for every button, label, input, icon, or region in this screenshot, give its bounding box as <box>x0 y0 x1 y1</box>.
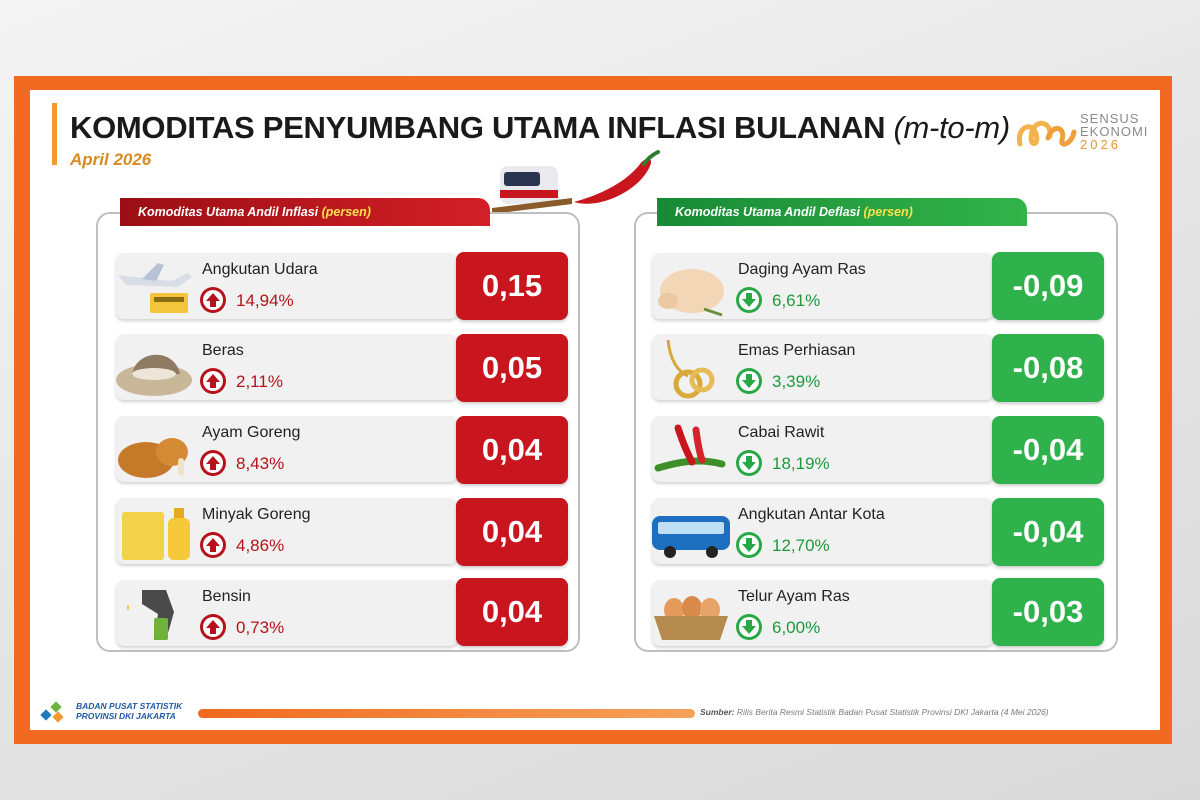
deflasi-tab-unit: (persen) <box>863 205 913 219</box>
bus-icon <box>652 516 730 558</box>
period-label: April 2026 <box>70 150 152 169</box>
commodity-name: Emas Perhiasan <box>738 342 856 359</box>
arrow-down-icon <box>736 532 762 558</box>
andil-value: -0,09 <box>992 252 1104 320</box>
deflasi-panel-header: Komoditas Utama Andil Deflasi (persen) <box>657 198 1027 226</box>
source-label: Sumber: <box>700 707 735 717</box>
chili-icon <box>654 424 726 472</box>
commodity-name: Telur Ayam Ras <box>738 588 850 605</box>
commodity-name: Cabai Rawit <box>738 424 825 441</box>
andil-value: 0,04 <box>456 416 568 484</box>
commodity-name: Daging Ayam Ras <box>738 261 866 278</box>
deflasi-row: Telur Ayam Ras 6,00% <box>652 580 994 646</box>
bps-org-name: BADAN PUSAT STATISTIK PROVINSI DKI JAKAR… <box>76 701 182 721</box>
commodity-name: Angkutan Antar Kota <box>738 506 885 523</box>
footer-divider <box>198 709 695 718</box>
inflasi-row: Bensin 0,73% <box>116 580 458 646</box>
brand-line2: EKONOMI <box>1080 124 1149 139</box>
arrow-down-icon <box>736 614 762 640</box>
arrow-up-icon <box>200 450 226 476</box>
arrow-down-icon <box>736 368 762 394</box>
gold-jewelry-icon <box>666 339 715 399</box>
commodity-pct: 12,70% <box>772 536 830 555</box>
commodity-pct: 3,39% <box>772 372 821 391</box>
commodity-name: Bensin <box>202 588 251 605</box>
inflasi-row: Angkutan Udara 14,94% <box>116 253 458 319</box>
title-main: KOMODITAS PENYUMBANG UTAMA INFLASI BULAN… <box>70 110 886 145</box>
arrow-up-icon <box>200 614 226 640</box>
bps-logo-icon <box>40 701 64 723</box>
andil-value: -0,08 <box>992 334 1104 402</box>
deflasi-row: Angkutan Antar Kota 12,70% <box>652 498 994 564</box>
deflasi-row: Daging Ayam Ras 6,61% <box>652 253 994 319</box>
raw-chicken-icon <box>658 269 724 317</box>
andil-value: 0,04 <box>456 578 568 646</box>
commodity-pct: 2,11% <box>236 372 283 391</box>
commodity-name: Ayam Goreng <box>202 424 301 441</box>
andil-value: 0,15 <box>456 252 568 320</box>
source-text: Rilis Berita Resmi Statistik Badan Pusat… <box>736 707 1049 717</box>
footer-source: Sumber: Rilis Berita Resmi Statistik Bad… <box>700 707 1049 717</box>
brand-line1: SENSUS <box>1080 111 1140 126</box>
arrow-up-icon <box>200 532 226 558</box>
train-icon <box>492 166 572 214</box>
commodity-pct: 4,86% <box>236 536 285 555</box>
inflasi-panel-header: Komoditas Utama Andil Inflasi (persen) <box>120 198 490 226</box>
arrow-up-icon <box>200 368 226 394</box>
commodity-pct: 8,43% <box>236 454 285 473</box>
inflasi-tab-unit: (persen) <box>321 205 371 219</box>
commodity-name: Minyak Goreng <box>202 506 311 523</box>
commodity-pct: 14,94% <box>236 291 294 310</box>
inflasi-row: Beras 2,11% <box>116 334 458 400</box>
inflasi-row: Minyak Goreng 4,86% <box>116 498 458 564</box>
egg-basket-icon <box>654 596 728 640</box>
commodity-pct: 6,00% <box>772 618 821 637</box>
title-accent-bar <box>52 103 57 165</box>
page-title: KOMODITAS PENYUMBANG UTAMA INFLASI BULAN… <box>70 110 1010 146</box>
deflasi-row: Emas Perhiasan 3,39% <box>652 334 994 400</box>
rice-sack-icon <box>116 354 192 396</box>
deflasi-tab-label: Komoditas Utama Andil Deflasi <box>675 205 860 219</box>
fuel-nozzle-icon <box>126 590 174 640</box>
chili-pepper-icon <box>574 150 660 204</box>
deflasi-row: Cabai Rawit 18,19% <box>652 416 994 482</box>
commodity-pct: 0,73% <box>236 618 285 637</box>
inflasi-tab-label: Komoditas Utama Andil Inflasi <box>138 205 319 219</box>
title-suffix: (m-to-m) <box>893 110 1011 145</box>
commodity-name: Beras <box>202 342 244 359</box>
andil-value: -0,03 <box>992 578 1104 646</box>
cooking-oil-icon <box>122 508 190 560</box>
sensus-ekonomi-text: SENSUS EKONOMI 2026 <box>1080 112 1148 151</box>
inflasi-row: Ayam Goreng 8,43% <box>116 416 458 482</box>
arrow-down-icon <box>736 450 762 476</box>
arrow-down-icon <box>736 287 762 313</box>
andil-value: 0,05 <box>456 334 568 402</box>
org-line1: BADAN PUSAT STATISTIK <box>76 701 183 711</box>
andil-value: -0,04 <box>992 498 1104 566</box>
arrow-up-icon <box>200 287 226 313</box>
fried-chicken-icon <box>118 438 188 478</box>
sensus-ekonomi-logo <box>1016 120 1077 147</box>
andil-value: -0,04 <box>992 416 1104 484</box>
andil-value: 0,04 <box>456 498 568 566</box>
commodity-pct: 18,19% <box>772 454 830 473</box>
brand-year: 2026 <box>1080 137 1121 152</box>
airplane-ticket-icon <box>118 263 192 313</box>
commodity-pct: 6,61% <box>772 291 821 310</box>
org-line2: PROVINSI DKI JAKARTA <box>76 711 176 721</box>
commodity-name: Angkutan Udara <box>202 261 318 278</box>
